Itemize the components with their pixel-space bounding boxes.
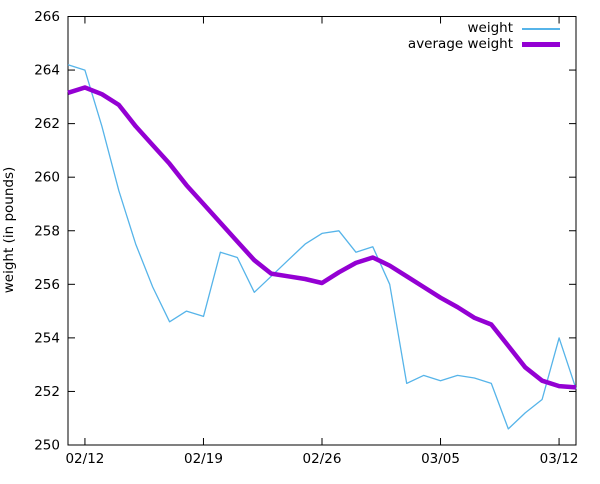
y-axis-label: weight (in pounds) [1,167,17,293]
y-tick-label: 266 [34,9,60,25]
x-tick-label: 02/12 [65,451,104,467]
legend-item-average-weight: average weight [407,36,560,52]
legend-item-weight: weight [408,20,560,36]
y-tick-label: 264 [34,63,60,79]
legend-line-sample-average-weight [522,42,560,47]
plot-border [67,16,577,446]
x-tick-label: 03/12 [540,451,579,467]
weight-line [67,64,577,430]
series-lines [67,64,577,430]
x-tick-label: 02/26 [303,451,342,467]
x-tick-label: 02/19 [184,451,223,467]
x-tick-label: 03/05 [421,451,460,467]
legend-label-average-weight: average weight [407,36,513,52]
y-tick-label: 260 [34,170,60,186]
y-tick-label: 262 [34,116,60,132]
legend-label-weight: weight [467,20,513,36]
chart-legend: weight average weight [407,20,560,52]
y-tick-label: 252 [34,384,60,400]
y-tick-label: 258 [34,223,60,239]
legend-line-sample-weight [522,27,560,30]
axis-tick-labels: 250 252 254 256 258 260 262 264 266 02/12 02/19 02/… [34,9,578,467]
y-tick-label: 254 [34,330,60,346]
average-weight-line [67,85,577,390]
axis-ticks [68,16,576,446]
y-tick-label: 250 [34,438,60,454]
y-tick-label: 256 [34,277,60,293]
